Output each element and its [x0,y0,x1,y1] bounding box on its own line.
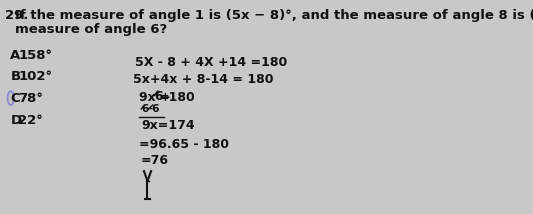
Text: 5x+4x + 8-14 = 180: 5x+4x + 8-14 = 180 [133,73,273,86]
Text: 158°: 158° [18,49,52,62]
Text: 78°: 78° [18,92,43,105]
Text: 9x=174: 9x=174 [141,119,195,132]
Text: 6: 6 [141,104,149,114]
Text: =76: =76 [140,154,168,167]
Text: =180: =180 [159,91,196,104]
Text: A: A [10,49,21,62]
Text: 29.: 29. [5,9,28,22]
Text: D: D [10,114,21,127]
Text: 9x +: 9x + [139,91,171,104]
Text: If the measure of angle 1 is (5x − 8)°, and the measure of angle 8 is (4x + 14)°: If the measure of angle 1 is (5x − 8)°, … [15,9,533,22]
Text: B: B [10,70,20,83]
Text: 6: 6 [155,90,163,103]
Text: C: C [10,92,20,105]
Text: -6: -6 [148,104,160,114]
Text: =96.65 - 180: =96.65 - 180 [139,138,229,151]
Text: 22°: 22° [18,114,43,127]
Text: 5X - 8 + 4X +14 =180: 5X - 8 + 4X +14 =180 [135,56,287,69]
Text: 102°: 102° [18,70,52,83]
Text: measure of angle 6?: measure of angle 6? [15,23,167,36]
